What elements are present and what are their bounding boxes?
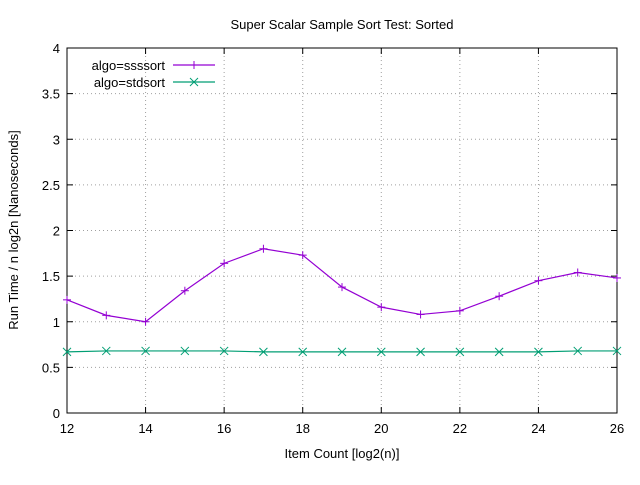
data-point-stdsort <box>455 347 465 357</box>
data-point-stdsort <box>219 346 229 356</box>
y-tick-label: 1 <box>53 315 60 330</box>
data-point-stdsort <box>259 347 268 357</box>
y-tick-label: 3.5 <box>42 87 60 102</box>
y-tick-label: 0.5 <box>42 360 60 375</box>
data-point-stdsort <box>534 347 543 357</box>
y-tick-label: 2.5 <box>42 178 60 193</box>
chart-title: Super Scalar Sample Sort Test: Sorted <box>230 17 453 32</box>
series-ssssort <box>63 244 621 326</box>
data-point-stdsort <box>494 347 504 357</box>
data-point-stdsort <box>101 346 111 356</box>
data-point-ssssort <box>613 273 621 282</box>
data-point-ssssort <box>573 268 582 277</box>
data-point-ssssort <box>102 311 111 320</box>
data-point-ssssort <box>534 276 543 285</box>
data-point-stdsort <box>141 346 150 356</box>
data-point-stdsort <box>416 347 425 357</box>
x-axis-title: Item Count [log2(n)] <box>285 446 400 461</box>
axis-ticks: 0 0.5 1 1.5 2 2.5 3 3.5 4 12 14 16 18 20 22 24 26 <box>42 41 624 436</box>
grid <box>67 48 617 413</box>
series-group <box>62 244 622 357</box>
y-tick-label: 3 <box>53 132 60 147</box>
x-tick-label: 16 <box>217 421 231 436</box>
series-stdsort <box>62 346 622 357</box>
legend-label-stdsort: algo=stdsort <box>94 75 166 90</box>
x-tick-label: 22 <box>453 421 467 436</box>
y-tick-label: 0 <box>53 406 60 421</box>
data-point-ssssort <box>416 310 425 319</box>
legend-marker-ssssort <box>190 61 198 69</box>
y-tick-label: 2 <box>53 224 60 239</box>
data-point-stdsort <box>337 347 347 357</box>
y-tick-label: 4 <box>53 41 60 56</box>
y-tick-label: 1.5 <box>42 269 60 284</box>
data-point-ssssort <box>338 283 346 292</box>
legend-label-ssssort: algo=ssssort <box>92 58 166 73</box>
data-point-stdsort <box>180 346 190 356</box>
data-point-stdsort <box>573 346 583 356</box>
data-point-ssssort <box>259 244 268 253</box>
x-tick-label: 18 <box>295 421 309 436</box>
data-point-ssssort <box>455 306 464 315</box>
data-point-ssssort <box>377 303 386 312</box>
legend: algo=ssssort algo=stdsort <box>92 58 215 90</box>
y-axis-title: Run Time / n log2n [Nanoseconds] <box>6 130 21 329</box>
x-tick-label: 20 <box>374 421 388 436</box>
data-point-ssssort <box>220 259 229 268</box>
plot-frame <box>66 47 618 414</box>
data-point-ssssort <box>141 317 150 326</box>
data-point-stdsort <box>62 347 72 357</box>
x-tick-label: 26 <box>610 421 624 436</box>
data-point-ssssort <box>298 251 307 260</box>
x-tick-label: 24 <box>531 421 545 436</box>
data-point-stdsort <box>376 347 386 357</box>
data-point-stdsort <box>298 347 308 357</box>
x-tick-label: 12 <box>60 421 74 436</box>
data-point-ssssort <box>180 286 189 295</box>
legend-marker-stdsort <box>189 77 199 87</box>
data-point-ssssort <box>495 292 504 301</box>
data-point-ssssort <box>63 295 71 304</box>
x-tick-label: 14 <box>138 421 152 436</box>
data-point-stdsort <box>612 346 622 356</box>
